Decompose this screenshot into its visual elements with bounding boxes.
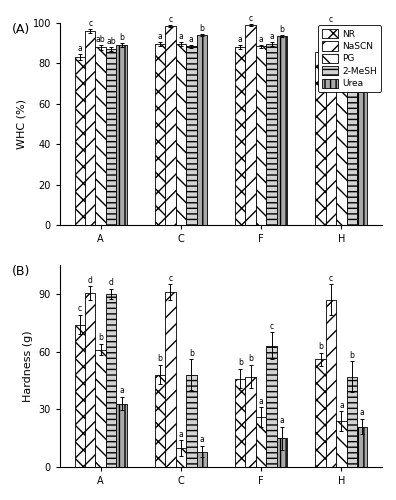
Bar (186, 46, 196, 225)
Text: c: c (270, 322, 274, 331)
Text: a: a (119, 386, 124, 396)
Bar (85, 293, 95, 467)
Text: b: b (318, 342, 323, 351)
Bar (176, 448, 186, 467)
Bar (315, 52, 326, 225)
Text: ab: ab (96, 34, 105, 43)
Bar (336, 47, 346, 225)
Bar (256, 46, 267, 225)
Bar (186, 374, 196, 467)
Y-axis label: Hardness (g): Hardness (g) (23, 330, 33, 402)
Text: a: a (339, 400, 344, 409)
Bar (326, 26, 336, 225)
Bar (246, 376, 256, 467)
Bar (346, 47, 357, 225)
Bar (267, 44, 277, 225)
Bar (85, 31, 95, 225)
Text: c: c (329, 15, 333, 24)
Text: a: a (199, 436, 204, 444)
Text: a: a (349, 36, 354, 44)
Bar (74, 324, 85, 467)
Bar (336, 421, 346, 467)
Text: a: a (179, 430, 183, 438)
Bar (235, 378, 246, 467)
Bar (155, 374, 165, 467)
Text: b: b (238, 358, 243, 368)
Text: b: b (98, 334, 103, 342)
Bar (357, 426, 367, 467)
Y-axis label: WHC (%): WHC (%) (17, 99, 27, 149)
Bar (277, 36, 287, 225)
Text: b: b (248, 354, 253, 364)
Text: a: a (238, 35, 243, 44)
Text: c: c (249, 14, 253, 23)
Text: ab: ab (106, 37, 116, 46)
Text: (B): (B) (11, 265, 30, 278)
Text: a: a (259, 397, 263, 406)
Text: a: a (259, 34, 263, 43)
Bar (95, 47, 106, 225)
Bar (326, 300, 336, 467)
Text: b: b (360, 28, 365, 38)
Text: a: a (77, 44, 82, 53)
Bar (106, 294, 116, 467)
Text: (A): (A) (11, 23, 30, 36)
Bar (155, 44, 165, 225)
Text: b: b (280, 24, 284, 34)
Bar (357, 40, 367, 225)
Text: a: a (269, 32, 274, 42)
Text: c: c (88, 20, 92, 28)
Bar (277, 438, 287, 467)
Text: b: b (119, 34, 124, 42)
Text: a: a (189, 34, 194, 43)
Text: c: c (168, 15, 173, 24)
Text: c: c (329, 274, 333, 282)
Legend: NR, NaSCN, PG, 2-MeSH, Urea: NR, NaSCN, PG, 2-MeSH, Urea (318, 26, 381, 92)
Bar (106, 49, 116, 225)
Bar (165, 292, 176, 467)
Text: c: c (168, 274, 173, 282)
Text: d: d (109, 278, 114, 287)
Text: b: b (158, 354, 162, 364)
Bar (74, 58, 85, 225)
Text: a: a (158, 32, 162, 42)
Bar (235, 47, 246, 225)
Text: b: b (189, 348, 194, 358)
Text: a: a (179, 32, 183, 42)
Text: a: a (339, 36, 344, 44)
Bar (346, 376, 357, 467)
Bar (116, 45, 127, 225)
Text: c: c (78, 304, 82, 314)
Bar (165, 26, 176, 225)
Bar (116, 404, 127, 467)
Text: b: b (349, 350, 354, 360)
Bar (196, 452, 207, 467)
Text: d: d (88, 276, 93, 284)
Text: b: b (199, 24, 204, 33)
Bar (315, 360, 326, 467)
Bar (95, 350, 106, 467)
Text: a: a (360, 408, 365, 418)
Bar (256, 417, 267, 467)
Text: a: a (318, 40, 323, 49)
Bar (176, 44, 186, 225)
Text: a: a (280, 416, 284, 425)
Bar (246, 25, 256, 225)
Bar (196, 35, 207, 225)
Bar (267, 346, 277, 467)
